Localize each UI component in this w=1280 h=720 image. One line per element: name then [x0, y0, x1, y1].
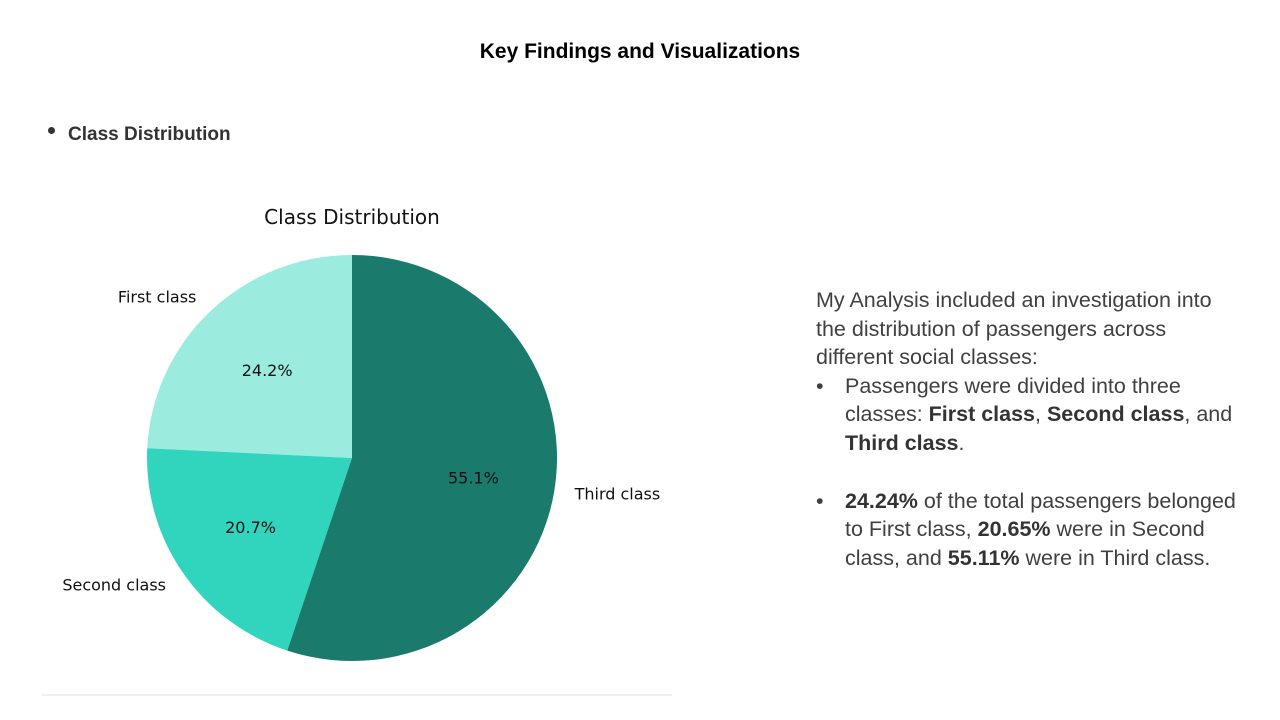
pie-category-label: Second class	[62, 575, 166, 594]
slide-title: Key Findings and Visualizations	[479, 40, 801, 63]
analysis-intro: My Analysis included an investigation in…	[816, 288, 1212, 370]
pie-chart: Class Distribution 24.2% First class 20.7%…	[62, 205, 661, 661]
chart-title: Class Distribution	[264, 205, 440, 229]
chart-divider	[42, 694, 672, 696]
pie-slice-second-class	[147, 448, 352, 651]
bullet-icon	[48, 127, 55, 135]
analysis-bullet-percentages: 24.24% of the total passengers belonged …	[816, 487, 1236, 573]
section-heading: Class Distribution	[48, 124, 231, 146]
pie-category-label: Third class	[574, 485, 661, 504]
section-heading-text: Class Distribution	[68, 124, 231, 145]
pie-pct-label: 55.1%	[448, 468, 499, 487]
analysis-text: My Analysis included an investigation in…	[816, 286, 1236, 572]
pie-pct-label: 24.2%	[242, 361, 293, 380]
pie-category-label: First class	[118, 287, 196, 306]
pie-slice-first-class	[147, 255, 352, 458]
pie-slice-third-class	[287, 255, 558, 661]
pie-pct-label: 20.7%	[225, 518, 276, 537]
analysis-bullet-classes: Passengers were divided into three class…	[816, 372, 1236, 458]
